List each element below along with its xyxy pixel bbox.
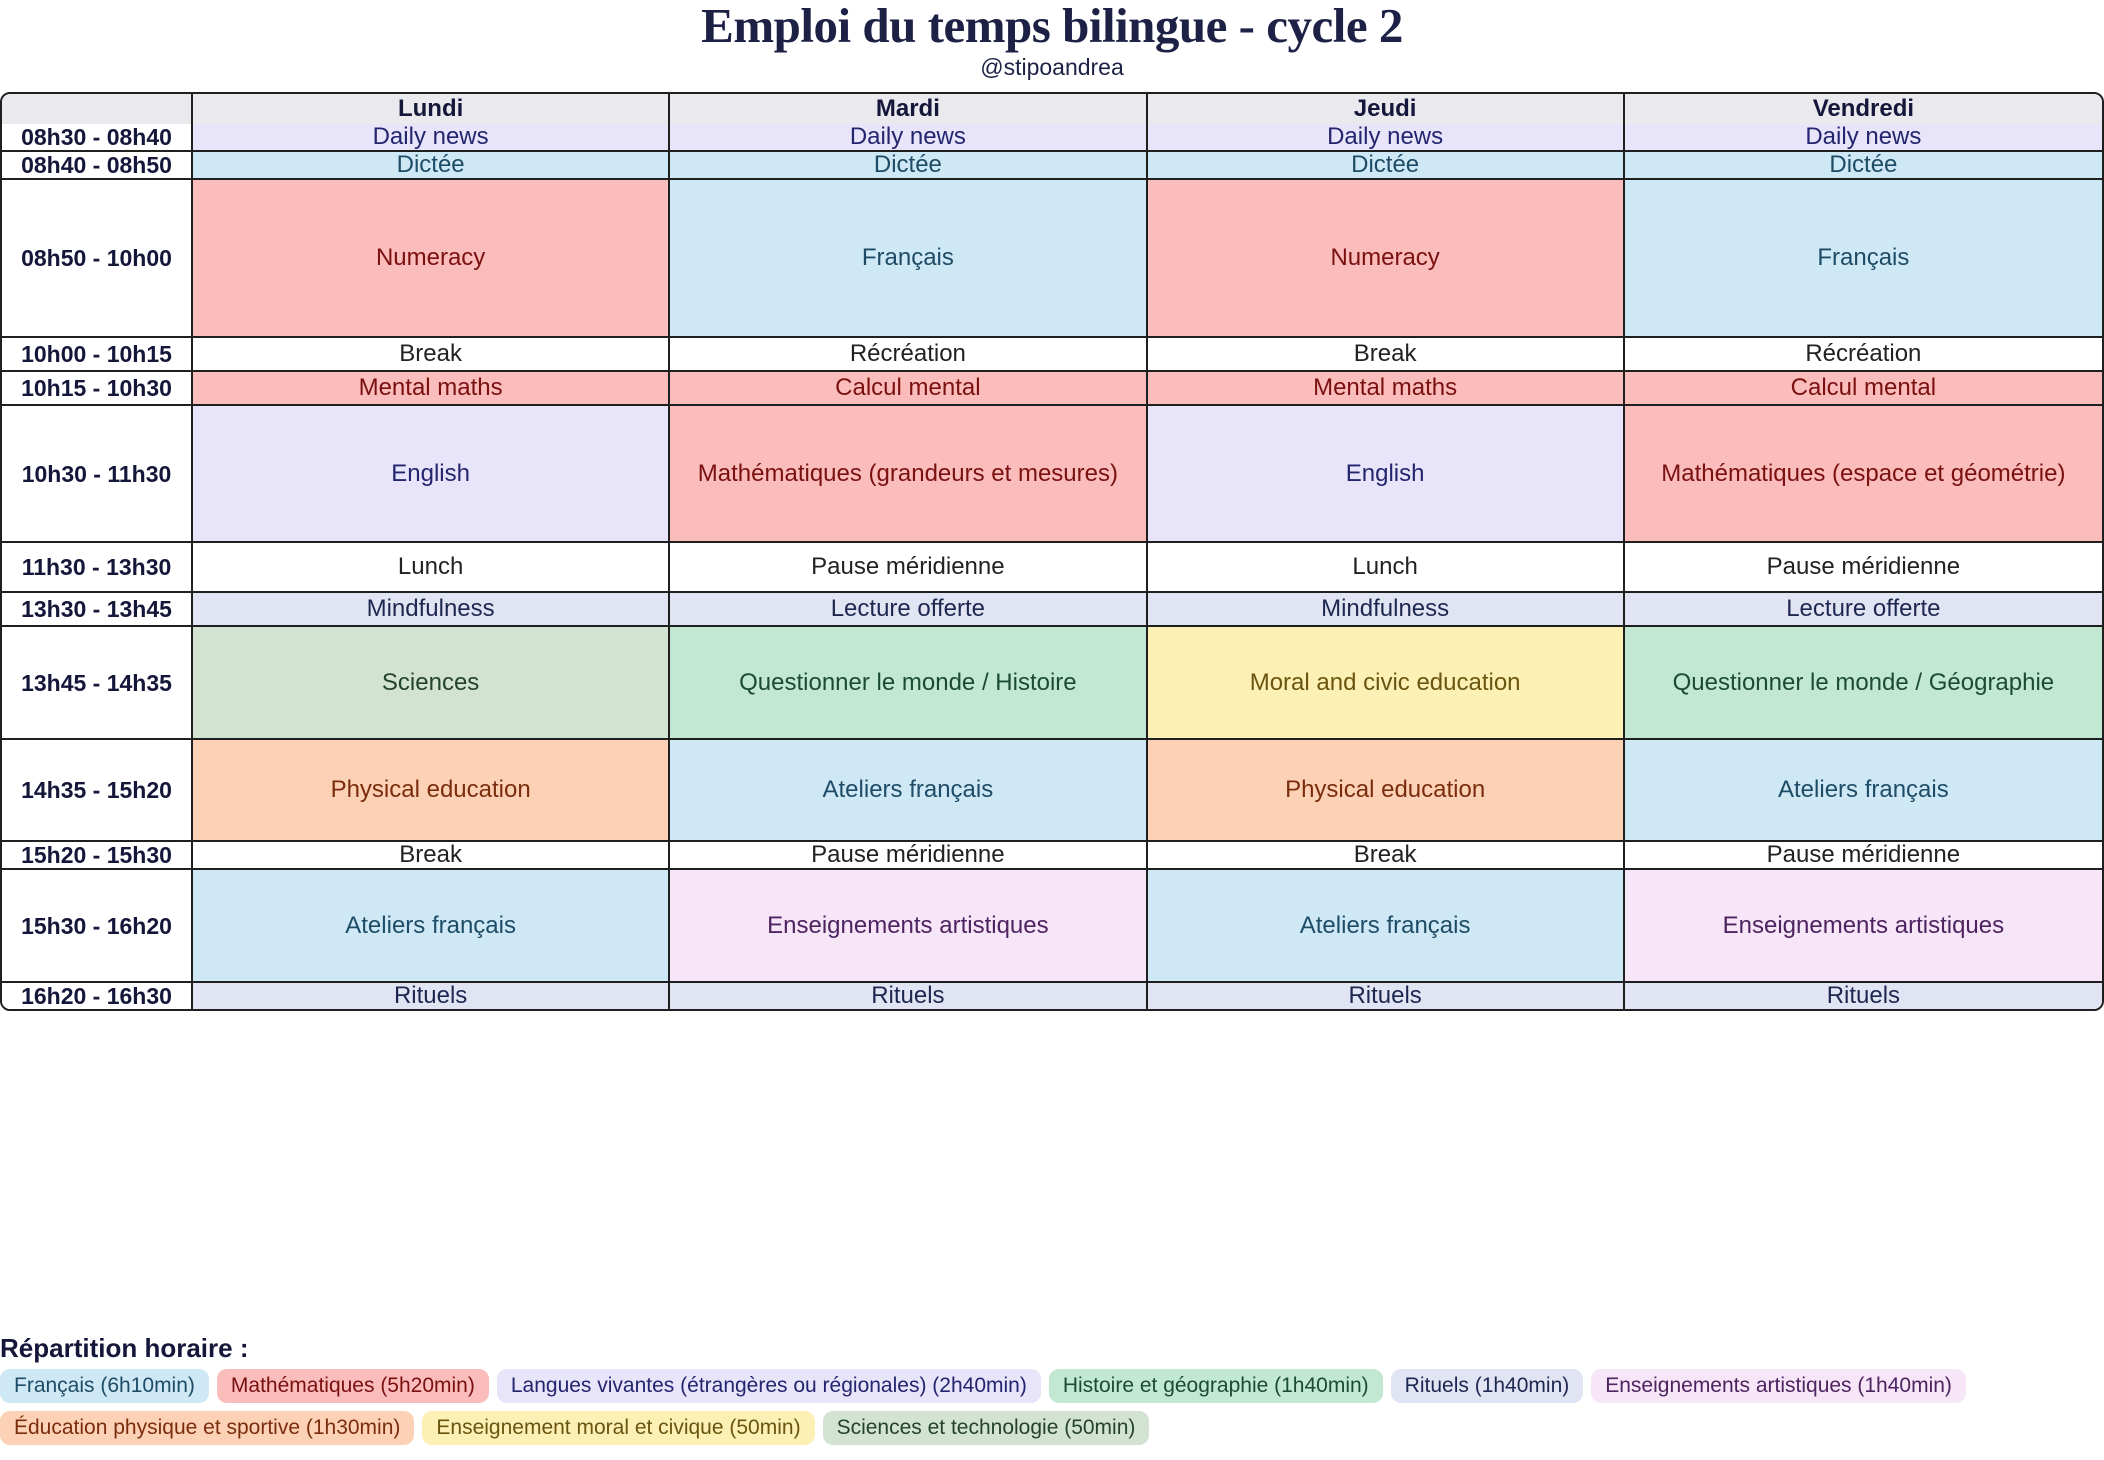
legend-item: Rituels (1h40min) <box>1390 1369 1584 1403</box>
legend-item: Français (6h10min) <box>0 1369 209 1403</box>
timetable: Lundi Mardi Jeudi Vendredi 08h30 - 08h40… <box>0 92 2104 1011</box>
lesson-cell: Rituels <box>1624 983 2102 1009</box>
lesson-cell: Pause méridienne <box>1624 842 2102 870</box>
lesson-cell: Récréation <box>1624 338 2102 372</box>
legend-item: Enseignements artistiques (1h40min) <box>1591 1369 1966 1403</box>
lesson-cell: Mental maths <box>193 372 671 406</box>
lesson-cell: Français <box>1624 180 2102 338</box>
time-slot-label: 13h30 - 13h45 <box>2 593 193 627</box>
table-row: 15h20 - 15h30 Break Pause méridienne Break P… <box>2 842 2102 870</box>
time-slot-label: 08h40 - 08h50 <box>2 152 193 180</box>
lesson-cell: Ateliers français <box>670 740 1148 842</box>
table-row: 08h30 - 08h40 Daily news Daily news Daily n… <box>2 124 2102 152</box>
day-header-jeudi: Jeudi <box>1147 94 1625 124</box>
lesson-cell: Calcul mental <box>1624 372 2102 406</box>
page-title: Emploi du temps bilingue - cycle 2 <box>701 0 1403 53</box>
lesson-cell: Lunch <box>1147 543 1625 593</box>
legend-item: Éducation physique et sportive (1h30min) <box>0 1411 415 1445</box>
time-slot-label: 13h45 - 14h35 <box>2 627 193 740</box>
lesson-cell: Calcul mental <box>670 372 1148 406</box>
table-row: 16h20 - 16h30 Rituels Rituels Rituels Rituel… <box>2 983 2102 1009</box>
lesson-cell: Français <box>670 180 1148 338</box>
legend-item: Histoire et géographie (1h40min) <box>1048 1369 1383 1403</box>
table-row: 13h30 - 13h45 Mindfulness Lecture offerte M… <box>2 593 2102 627</box>
table-row: 10h00 - 10h15 Break Récréation Break Récréat… <box>2 338 2102 372</box>
lesson-cell: Dictée <box>193 152 671 180</box>
legend-item: Sciences et technologie (50min) <box>822 1411 1150 1445</box>
lesson-cell: Moral and civic education <box>1147 627 1625 740</box>
legend-item: Mathématiques (5h20min) <box>216 1369 489 1403</box>
table-row: 08h40 - 08h50 Dictée Dictée Dictée Dictée <box>2 152 2102 180</box>
time-slot-label: 16h20 - 16h30 <box>2 983 193 1009</box>
lesson-cell: Lecture offerte <box>670 593 1148 627</box>
lesson-cell: Pause méridienne <box>670 543 1148 593</box>
table-row: 10h30 - 11h30 English Mathématiques (grand… <box>2 406 2102 543</box>
time-slot-label: 15h30 - 16h20 <box>2 870 193 983</box>
lesson-cell: Questionner le monde / Géographie <box>1624 627 2102 740</box>
lesson-cell: Rituels <box>193 983 671 1009</box>
legend-title: Répartition horaire : <box>0 1333 249 1363</box>
lesson-cell: Mindfulness <box>193 593 671 627</box>
page-subtitle: @stipoandrea <box>980 54 1124 80</box>
day-header-mardi: Mardi <box>670 94 1148 124</box>
lesson-cell: Enseignements artistiques <box>1624 870 2102 983</box>
lesson-cell: Dictée <box>1147 152 1625 180</box>
time-slot-label: 15h20 - 15h30 <box>2 842 193 870</box>
lesson-cell: Numeracy <box>1147 180 1625 338</box>
table-row: 10h15 - 10h30 Mental maths Calcul mental Me… <box>2 372 2102 406</box>
lesson-cell: Rituels <box>1147 983 1625 1009</box>
lesson-cell: Récréation <box>670 338 1148 372</box>
legend-item: Enseignement moral et civique (50min) <box>422 1411 815 1445</box>
lesson-cell: Break <box>1147 842 1625 870</box>
lesson-cell: Break <box>1147 338 1625 372</box>
lesson-cell: English <box>1147 406 1625 543</box>
timetable-header-row: Lundi Mardi Jeudi Vendredi <box>2 94 2102 124</box>
time-slot-label: 11h30 - 13h30 <box>2 543 193 593</box>
lesson-cell: Mental maths <box>1147 372 1625 406</box>
table-row: 13h45 - 14h35 Sciences Questionner le mond… <box>2 627 2102 740</box>
timetable-body: 08h30 - 08h40 Daily news Daily news Daily n… <box>2 124 2102 1009</box>
day-header-lundi: Lundi <box>193 94 671 124</box>
lesson-cell: Rituels <box>670 983 1148 1009</box>
time-slot-label: 14h35 - 15h20 <box>2 740 193 842</box>
table-row: 14h35 - 15h20 Physical education Ateliers … <box>2 740 2102 842</box>
lesson-cell: Ateliers français <box>1147 870 1625 983</box>
lesson-cell: Dictée <box>1624 152 2102 180</box>
legend-item: Langues vivantes (étrangères ou régional… <box>496 1369 1041 1403</box>
lesson-cell: Dictée <box>670 152 1148 180</box>
header-corner <box>2 94 193 124</box>
time-slot-label: 08h50 - 10h00 <box>2 180 193 338</box>
lesson-cell: Daily news <box>193 124 671 152</box>
lesson-cell: Break <box>193 842 671 870</box>
lesson-cell: Daily news <box>1147 124 1625 152</box>
lesson-cell: Mathématiques (grandeurs et mesures) <box>670 406 1148 543</box>
table-row: 08h50 - 10h00 Numeracy Français Numeracy Fra… <box>2 180 2102 338</box>
lesson-cell: Lunch <box>193 543 671 593</box>
lesson-cell: Break <box>193 338 671 372</box>
lesson-cell: Daily news <box>670 124 1148 152</box>
table-row: 11h30 - 13h30 Lunch Pause méridienne Lunch P… <box>2 543 2102 593</box>
lesson-cell: Enseignements artistiques <box>670 870 1148 983</box>
lesson-cell: Pause méridienne <box>670 842 1148 870</box>
lesson-cell: Ateliers français <box>1624 740 2102 842</box>
lesson-cell: Sciences <box>193 627 671 740</box>
time-slot-label: 10h30 - 11h30 <box>2 406 193 543</box>
lesson-cell: Lecture offerte <box>1624 593 2102 627</box>
lesson-cell: Ateliers français <box>193 870 671 983</box>
lesson-cell: Daily news <box>1624 124 2102 152</box>
lesson-cell: Pause méridienne <box>1624 543 2102 593</box>
day-header-vendredi: Vendredi <box>1624 94 2102 124</box>
lesson-cell: Mathématiques (espace et géométrie) <box>1624 406 2102 543</box>
legend: Français (6h10min) Mathématiques (5h20min… <box>0 1369 2104 1445</box>
lesson-cell: Physical education <box>193 740 671 842</box>
time-slot-label: 10h15 - 10h30 <box>2 372 193 406</box>
lesson-cell: Mindfulness <box>1147 593 1625 627</box>
lesson-cell: Questionner le monde / Histoire <box>670 627 1148 740</box>
table-row: 15h30 - 16h20 Ateliers français Enseigneme… <box>2 870 2102 983</box>
lesson-cell: English <box>193 406 671 543</box>
time-slot-label: 10h00 - 10h15 <box>2 338 193 372</box>
lesson-cell: Physical education <box>1147 740 1625 842</box>
lesson-cell: Numeracy <box>193 180 671 338</box>
time-slot-label: 08h30 - 08h40 <box>2 124 193 152</box>
